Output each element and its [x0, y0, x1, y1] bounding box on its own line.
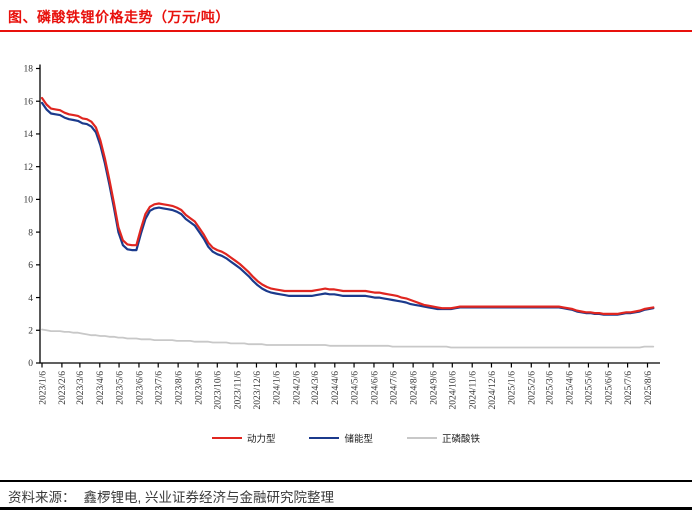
title-underline: [0, 30, 692, 32]
x-axis-label: 2025/6/6: [605, 371, 615, 405]
x-axis-label: 2023/10/6: [214, 371, 224, 410]
y-axis-label: 16: [24, 97, 34, 107]
x-axis-label: 2025/1/6: [508, 371, 518, 405]
legend-line-swatch: [407, 437, 437, 439]
x-axis-label: 2023/8/6: [174, 371, 184, 405]
x-axis-label: 2024/11/6: [469, 371, 479, 409]
x-axis-label: 2024/4/6: [331, 371, 341, 405]
y-axis-label: 0: [28, 359, 33, 369]
legend-item: 正磷酸铁: [407, 431, 480, 445]
x-axis-label: 2024/2/6: [293, 371, 303, 405]
x-axis-label: 2023/9/6: [194, 371, 204, 405]
x-axis-label: 2024/6/6: [370, 371, 380, 405]
axis-lines: [39, 64, 660, 364]
chart-legend: 动力型 储能型 正磷酸铁: [0, 431, 692, 445]
y-axis-label: 2: [28, 326, 33, 336]
x-axis-label: 2025/4/6: [565, 371, 575, 405]
x-axis-label: 2024/10/6: [449, 371, 459, 410]
legend-line-swatch: [309, 437, 340, 439]
price-line-chart: 0 2 4 6 8 10 12 14 16 18 2023/1/6 2023/2/6 2023/3/6 2…: [24, 64, 660, 410]
x-axis-label: 2024/9/6: [429, 371, 439, 405]
x-axis-label: 2025/2/6: [528, 371, 538, 405]
x-axis-label: 2023/12/6: [253, 371, 263, 410]
legend-item: 储能型: [309, 431, 373, 445]
series-line-正磷酸铁: [41, 328, 655, 349]
y-axis-label: 18: [24, 65, 34, 75]
x-axis-label: 2024/8/6: [409, 371, 419, 405]
x-axis-label: 2023/6/6: [135, 371, 145, 405]
y-axis-label: 14: [24, 130, 34, 140]
x-axis-label: 2023/5/6: [115, 371, 125, 405]
legend-label: 动力型: [246, 434, 276, 445]
y-axis-label: 12: [24, 163, 34, 173]
series-line-动力型: [40, 96, 655, 315]
x-axis-label: 2024/3/6: [311, 371, 321, 405]
x-axis-label: 2023/7/6: [155, 371, 165, 405]
page-title: 图、磷酸铁锂价格走势（万元/吨）: [8, 9, 230, 25]
x-axis-label: 2024/5/6: [350, 371, 360, 405]
legend-item: 动力型: [211, 431, 276, 445]
legend-label: 储能型: [344, 434, 373, 445]
x-axis-label: 2025/5/6: [585, 371, 595, 405]
x-axis-label: 2023/3/6: [76, 371, 86, 405]
x-axis-label: 2023/11/6: [233, 371, 243, 409]
x-axis-label: 2023/4/6: [96, 371, 106, 405]
y-axis-label: 6: [28, 261, 33, 271]
footer-divider-top: [0, 480, 692, 482]
x-axis-label: 2024/1/6: [273, 371, 283, 405]
series-line-储能型: [40, 101, 655, 316]
source-text: 鑫椤锂电, 兴业证券经济与金融研究院整理: [83, 490, 335, 505]
y-axis-label: 4: [28, 294, 33, 304]
x-axis-label: 2025/3/6: [546, 371, 556, 405]
x-axis-label: 2025/7/6: [624, 371, 634, 405]
legend-line-swatch: [211, 437, 242, 439]
x-axis-label: 2024/12/6: [488, 371, 498, 410]
y-axis-label: 8: [28, 228, 33, 238]
y-axis-label: 10: [24, 196, 34, 206]
x-axis-label: 2025/8/6: [644, 371, 654, 405]
x-axis-label: 2023/1/6: [38, 371, 48, 405]
legend-label: 正磷酸铁: [442, 434, 481, 445]
x-axis-label: 2024/7/6: [390, 371, 400, 405]
footer-divider-bottom: [0, 507, 692, 510]
source-note: 资料来源： 鑫椤锂电, 兴业证券经济与金融研究院整理: [8, 486, 334, 506]
source-label: 资料来源：: [8, 490, 76, 505]
x-axis-label: 2023/2/6: [58, 371, 68, 405]
